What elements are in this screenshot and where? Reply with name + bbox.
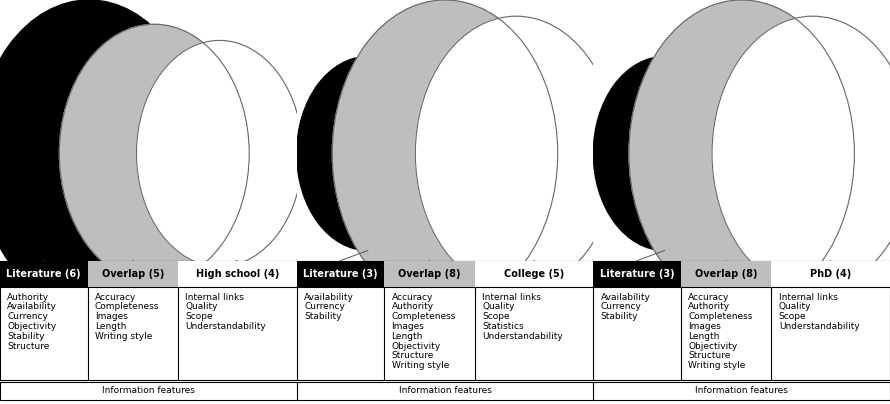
Text: Completeness: Completeness [688,312,753,321]
Text: Information features: Information features [695,386,789,396]
Text: Images: Images [95,312,128,321]
Text: Length: Length [688,332,720,341]
FancyBboxPatch shape [474,261,594,287]
Text: Stability: Stability [304,312,342,321]
Text: Understandability: Understandability [185,322,266,331]
Text: College (5): College (5) [504,269,564,279]
Text: Scope: Scope [185,312,213,321]
Text: Understandability: Understandability [482,332,562,341]
Text: Writing style: Writing style [688,361,746,370]
Text: Quality: Quality [185,303,218,311]
Text: Understandability: Understandability [779,322,860,331]
Text: Overlap (5): Overlap (5) [101,269,164,279]
FancyBboxPatch shape [178,261,296,287]
Text: Stability: Stability [601,312,638,321]
FancyBboxPatch shape [0,382,296,400]
Text: Objectivity: Objectivity [688,342,738,351]
Text: Literature (6): Literature (6) [6,269,81,279]
Text: Structure: Structure [392,351,434,360]
Text: Currency: Currency [7,312,48,321]
Text: Accuracy: Accuracy [95,293,136,302]
Circle shape [332,0,558,307]
Text: Information features: Information features [399,386,491,396]
Text: Images: Images [688,322,721,331]
FancyBboxPatch shape [594,261,681,287]
Text: Accuracy: Accuracy [392,293,433,302]
Text: Completeness: Completeness [392,312,456,321]
Text: Availability: Availability [7,303,57,311]
Circle shape [296,57,439,250]
Circle shape [416,16,617,291]
Circle shape [136,40,303,267]
FancyBboxPatch shape [296,261,384,287]
Text: High school (4): High school (4) [196,269,279,279]
Text: Currency: Currency [601,303,642,311]
Text: Literature (3): Literature (3) [600,269,675,279]
FancyBboxPatch shape [681,261,772,287]
FancyBboxPatch shape [384,261,474,287]
Text: Writing style: Writing style [95,332,152,341]
Text: Availability: Availability [601,293,651,302]
Text: Authority: Authority [392,303,433,311]
Text: Internal links: Internal links [185,293,244,302]
Text: Authority: Authority [7,293,50,302]
Text: Objectivity: Objectivity [392,342,441,351]
Circle shape [629,0,854,307]
Text: Quality: Quality [779,303,812,311]
Text: Scope: Scope [482,312,510,321]
Circle shape [712,16,890,291]
FancyBboxPatch shape [87,261,178,287]
Text: Length: Length [392,332,423,341]
Circle shape [0,0,202,307]
Text: Internal links: Internal links [779,293,837,302]
FancyBboxPatch shape [296,261,594,380]
FancyBboxPatch shape [594,261,890,380]
Text: Overlap (8): Overlap (8) [398,269,461,279]
Text: Scope: Scope [779,312,806,321]
FancyBboxPatch shape [772,261,890,287]
Text: Structure: Structure [7,342,50,351]
Text: Information features: Information features [101,386,195,396]
Text: Literature (3): Literature (3) [303,269,377,279]
FancyBboxPatch shape [0,261,296,380]
Text: Internal links: Internal links [482,293,541,302]
Text: Currency: Currency [304,303,345,311]
Text: PhD (4): PhD (4) [810,269,852,279]
Text: Accuracy: Accuracy [688,293,730,302]
Text: Stability: Stability [7,332,44,341]
Text: Availability: Availability [304,293,354,302]
Text: Overlap (8): Overlap (8) [695,269,757,279]
Text: Quality: Quality [482,303,514,311]
Text: Completeness: Completeness [95,303,159,311]
Text: Objectivity: Objectivity [7,322,57,331]
Text: Writing style: Writing style [392,361,449,370]
FancyBboxPatch shape [0,261,87,287]
Text: Statistics: Statistics [482,322,523,331]
Text: Images: Images [392,322,425,331]
FancyBboxPatch shape [594,382,890,400]
Text: Authority: Authority [688,303,731,311]
Circle shape [594,57,736,250]
Text: Structure: Structure [688,351,731,360]
FancyBboxPatch shape [296,382,594,400]
Text: Length: Length [95,322,126,331]
Circle shape [60,24,249,283]
